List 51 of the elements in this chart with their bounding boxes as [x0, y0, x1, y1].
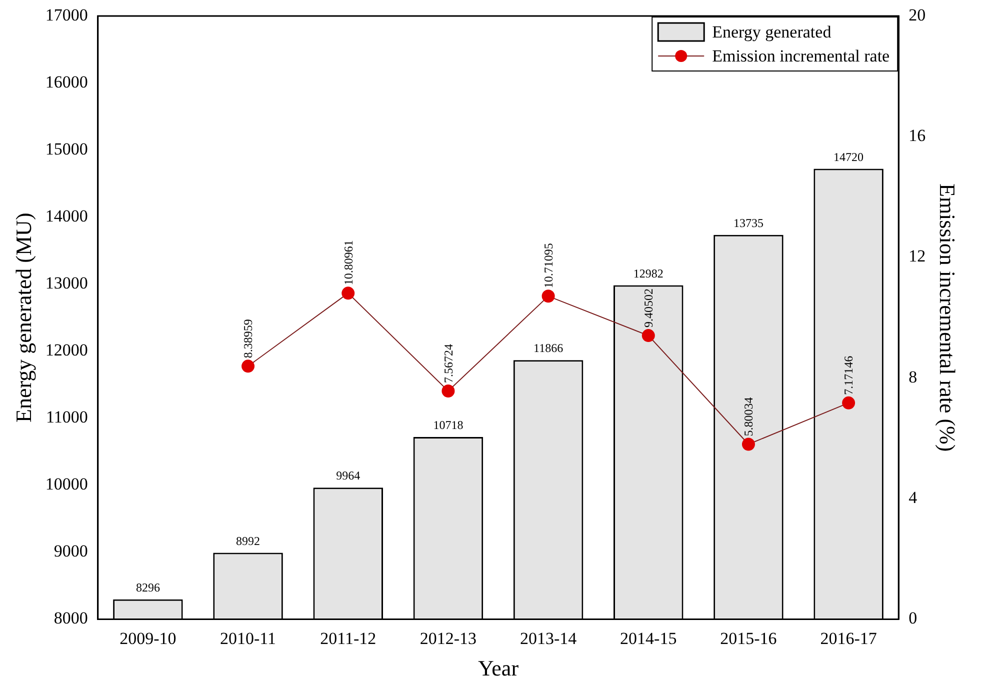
data-label: 7.17146 [842, 356, 856, 395]
y2-tick-label: 20 [908, 5, 926, 24]
y-tick-label: 17000 [45, 5, 88, 24]
legend-label: Energy generated [712, 22, 832, 42]
x-tick-label: 2013-14 [520, 628, 578, 648]
y-tick-label: 16000 [45, 72, 88, 92]
data-label: 8.38959 [241, 319, 256, 358]
data-label: 10.71095 [541, 243, 556, 288]
y2-tick-label: 0 [908, 608, 918, 628]
point [342, 286, 355, 300]
x-tick-label: 2015-16 [720, 628, 777, 648]
data-label: 9.40502 [642, 288, 656, 328]
x-tick-label: 2009-10 [120, 628, 176, 648]
data-label: 14720 [834, 150, 864, 164]
y2-tick-label: 8 [908, 367, 918, 386]
x-tick-label: 2016-17 [820, 628, 878, 648]
data-label: 13735 [733, 216, 764, 230]
data-label: 7.56724 [441, 344, 456, 383]
legend-label: Emission incremental rate [712, 46, 890, 66]
y-tick-label: 12000 [45, 340, 88, 360]
data-label: 10718 [433, 418, 464, 432]
y2-axis-title: Emission incremental rate (%) [935, 184, 960, 452]
point [242, 360, 255, 373]
data-label: 5.80034 [742, 397, 756, 436]
y-axis-title: Energy generated (MU) [10, 212, 36, 422]
y2-tick-label: 12 [908, 246, 926, 266]
data-label: 11866 [534, 341, 564, 356]
y2-tick-label: 16 [908, 126, 926, 146]
y-tick-label: 14000 [45, 206, 88, 226]
point [442, 384, 455, 398]
y-tick-label: 9000 [54, 542, 88, 561]
data-label: 12982 [633, 266, 664, 280]
point [842, 396, 856, 410]
y-tick-label: 11000 [46, 408, 88, 427]
y-tick-label: 15000 [45, 140, 88, 159]
y2-tick-label: 4 [908, 488, 918, 508]
data-label: 10.80961 [341, 240, 356, 286]
data-label: 8992 [236, 534, 260, 548]
point [542, 290, 555, 303]
x-axis-title: Year [478, 656, 520, 681]
point [742, 438, 755, 451]
y-tick-label: 10000 [45, 474, 88, 494]
point [642, 329, 655, 342]
x-tick-label: 2014-15 [620, 628, 677, 648]
x-tick-label: 2012-13 [420, 628, 477, 648]
x-tick-label: 2010-11 [220, 628, 276, 648]
data-label: 9964 [336, 468, 360, 483]
y-tick-label: 8000 [54, 608, 88, 628]
data-label: 8296 [136, 580, 160, 595]
x-tick-label: 2011-12 [320, 628, 376, 648]
y-tick-label: 13000 [45, 274, 88, 293]
